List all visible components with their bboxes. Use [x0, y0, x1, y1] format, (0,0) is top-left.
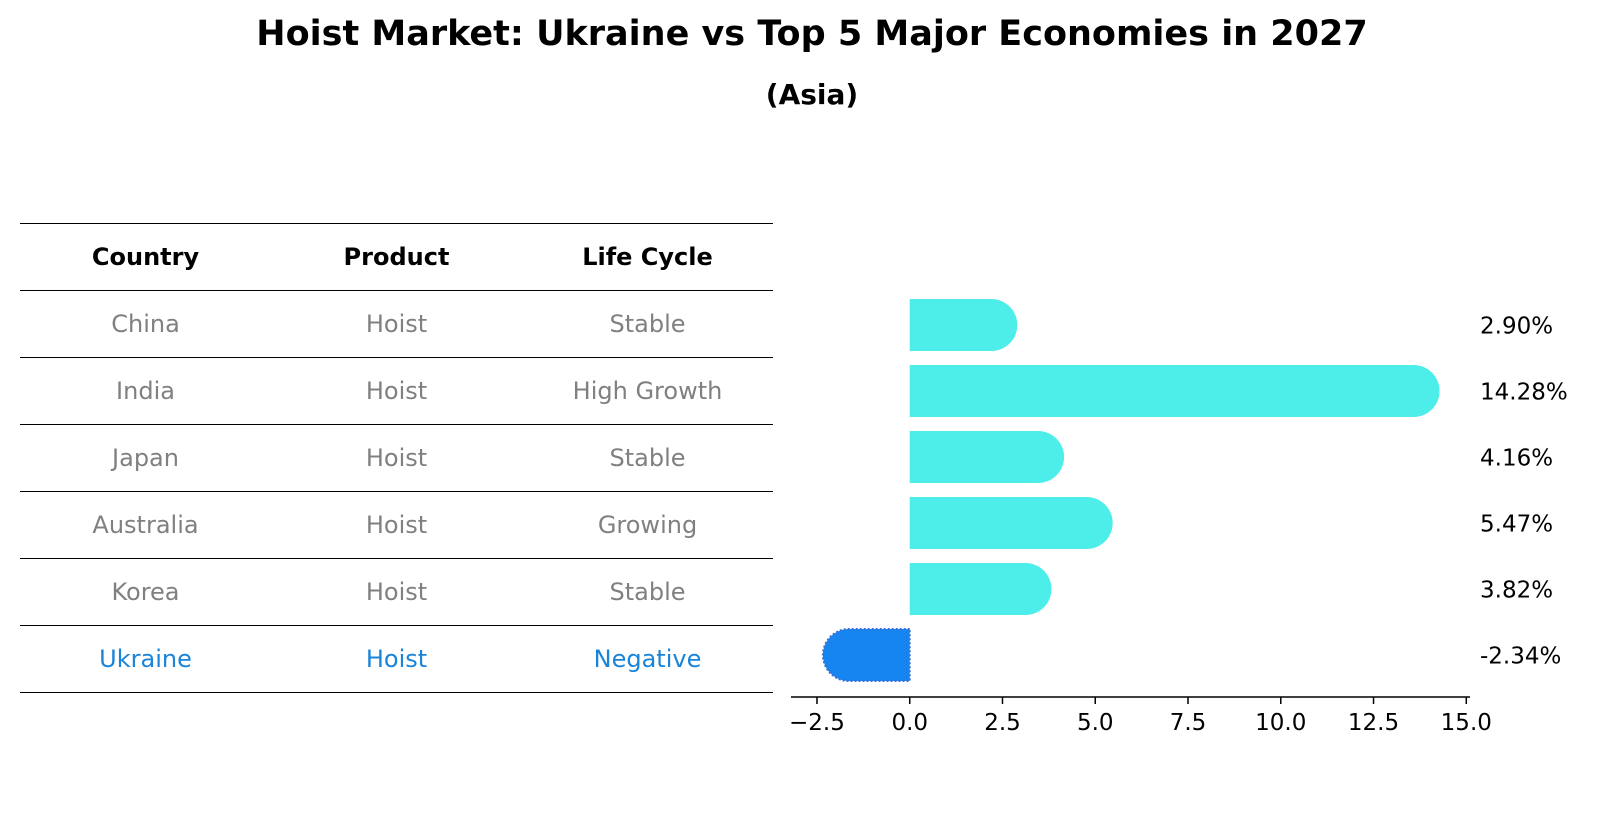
table-row: Japan Hoist Stable [20, 424, 773, 492]
x-tick-label: 2.5 [984, 710, 1021, 736]
bar-ukraine [821, 628, 911, 682]
cell-life-cycle: Negative [522, 625, 773, 693]
x-tick-label: 15.0 [1441, 710, 1492, 736]
x-tick-label: 5.0 [1077, 710, 1114, 736]
cell-country: Japan [20, 424, 271, 492]
value-label-china: 2.90% [1480, 314, 1553, 340]
bar-australia [909, 497, 1113, 549]
table-row: India Hoist High Growth [20, 357, 773, 425]
table-row: China Hoist Stable [20, 290, 773, 358]
chart-title: Hoist Market: Ukraine vs Top 5 Major Eco… [256, 14, 1368, 54]
value-label-australia: 5.47% [1480, 512, 1553, 538]
market-table: Country Product Life Cycle China Hoist S… [20, 223, 773, 693]
x-tick-label: 0.0 [891, 710, 928, 736]
cell-life-cycle: High Growth [522, 357, 773, 425]
table-row-highlighted: Ukraine Hoist Negative [20, 625, 773, 693]
cell-country: Korea [20, 558, 271, 626]
value-label-ukraine: -2.34% [1480, 644, 1561, 670]
cell-product: Hoist [271, 357, 522, 425]
x-tick-label: −2.5 [789, 710, 845, 736]
table-row: Australia Hoist Growing [20, 491, 773, 559]
cell-life-cycle: Stable [522, 290, 773, 358]
table-header-row: Country Product Life Cycle [20, 223, 773, 291]
bar-india [909, 365, 1440, 417]
cell-product: Hoist [271, 491, 522, 559]
cell-life-cycle: Growing [522, 491, 773, 559]
cell-country: China [20, 290, 271, 358]
x-tick-label: 12.5 [1348, 710, 1399, 736]
cell-country: Australia [20, 491, 271, 559]
x-tick-label: 10.0 [1255, 710, 1306, 736]
cell-country: Ukraine [20, 625, 271, 693]
cell-life-cycle: Stable [522, 424, 773, 492]
cell-life-cycle: Stable [522, 558, 773, 626]
bar-china [909, 299, 1018, 351]
table-row: Korea Hoist Stable [20, 558, 773, 626]
column-header-product: Product [271, 223, 522, 291]
cell-product: Hoist [271, 290, 522, 358]
chart-subtitle: (Asia) [765, 78, 859, 111]
bar-korea [909, 563, 1052, 615]
value-label-japan: 4.16% [1480, 446, 1553, 472]
cell-product: Hoist [271, 424, 522, 492]
x-tick-label: 7.5 [1170, 710, 1207, 736]
cell-country: India [20, 357, 271, 425]
value-label-korea: 3.82% [1480, 578, 1553, 604]
value-label-india: 14.28% [1480, 380, 1568, 406]
cell-product: Hoist [271, 625, 522, 693]
column-header-life-cycle: Life Cycle [522, 223, 773, 291]
cell-product: Hoist [271, 558, 522, 626]
bar-japan [909, 431, 1065, 483]
column-header-country: Country [20, 223, 271, 291]
